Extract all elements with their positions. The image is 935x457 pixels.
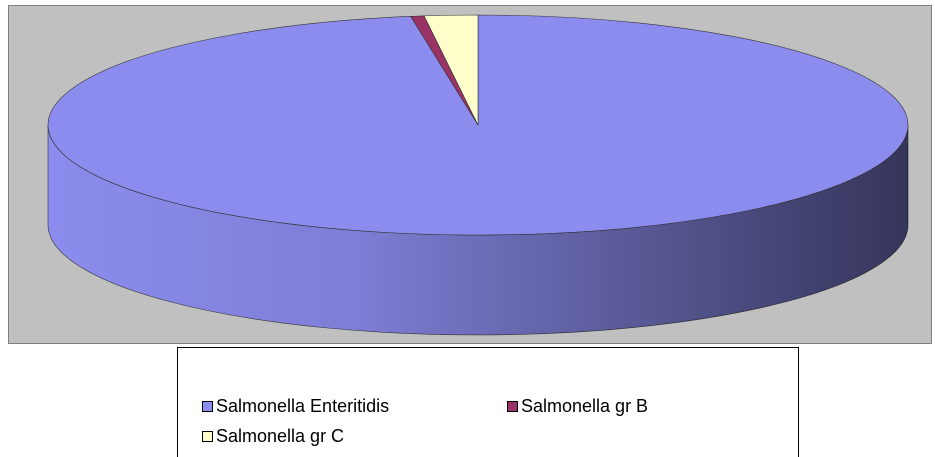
legend-label: Salmonella gr C (216, 426, 344, 446)
legend-box (177, 347, 799, 457)
legend-label: Salmonella gr B (521, 396, 648, 416)
pie-slice (423, 14, 479, 126)
legend-swatch (202, 431, 213, 442)
legend-swatch (202, 401, 213, 412)
legend-label: Salmonella Enteritidis (216, 396, 389, 416)
pie-side-shade (48, 125, 908, 335)
legend-swatch (507, 401, 518, 412)
